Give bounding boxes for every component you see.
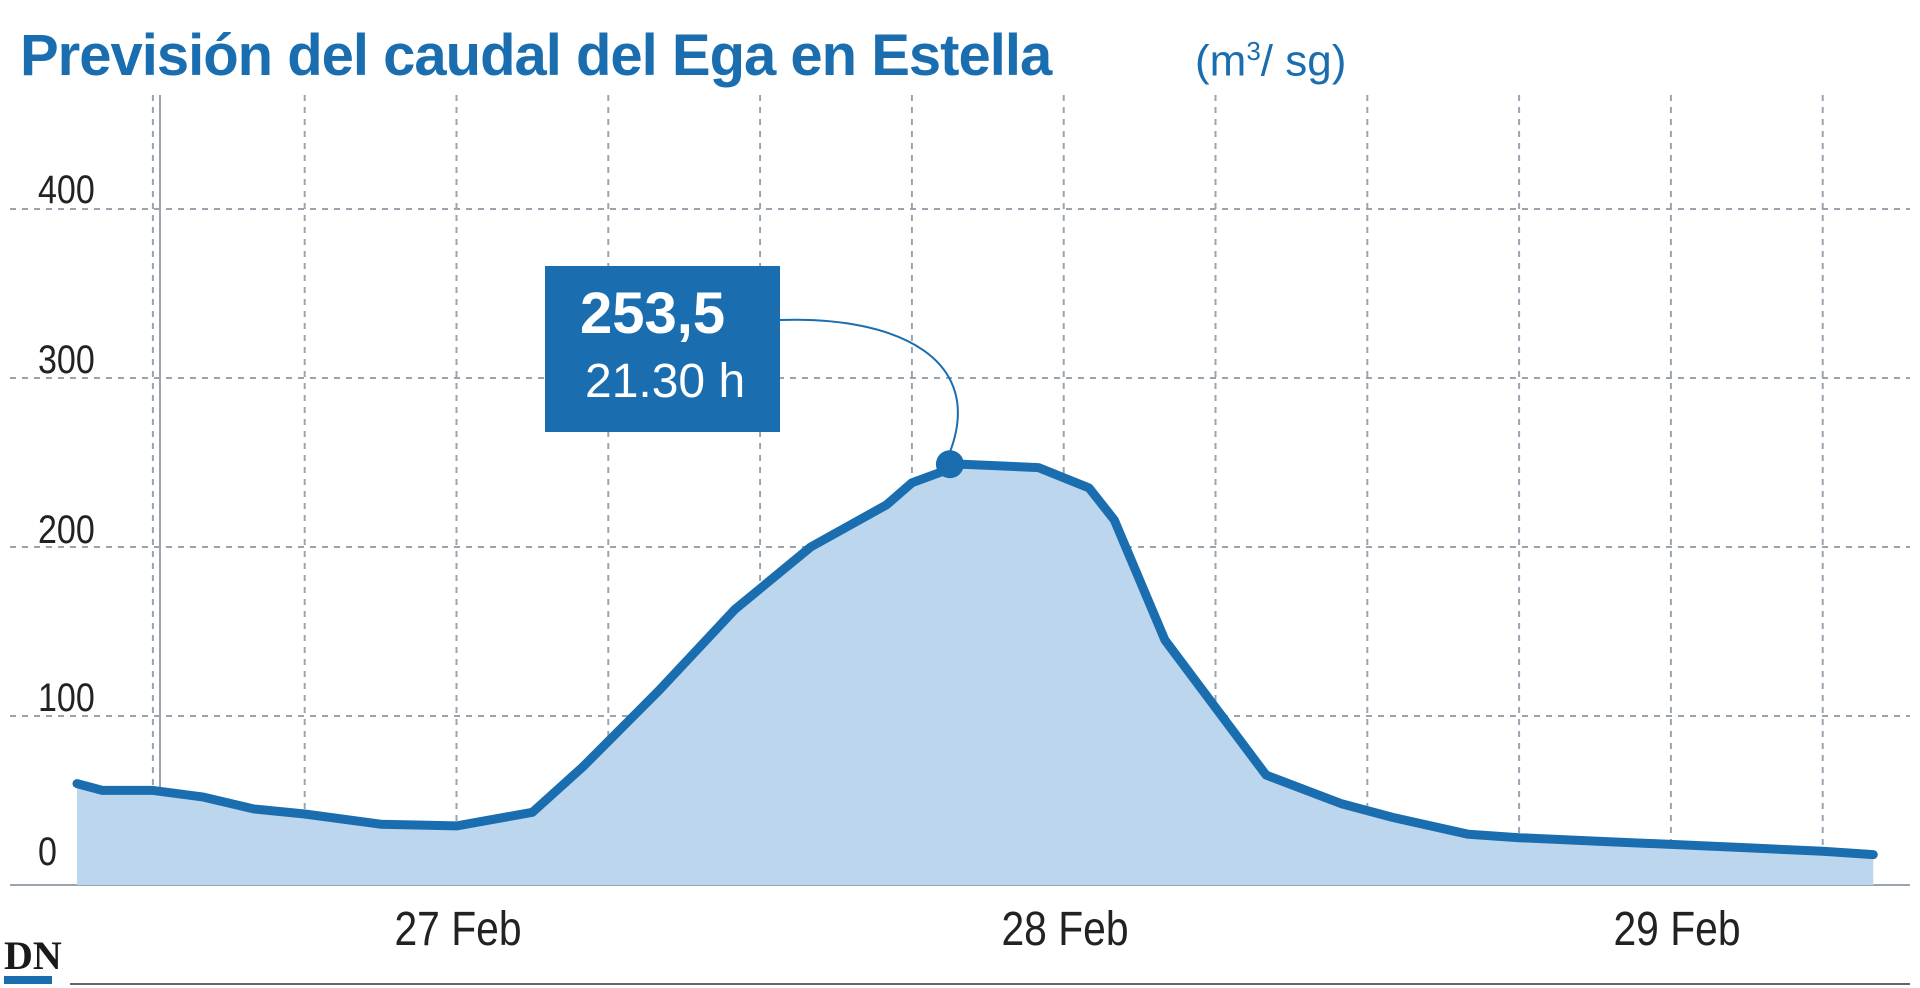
peak-time: 21.30 h bbox=[585, 355, 746, 408]
chart-title: Previsión del caudal del Ega en Estella bbox=[20, 23, 1052, 88]
x-tick-label: 27 Feb bbox=[394, 903, 522, 956]
bottom-rule bbox=[70, 983, 1910, 985]
unit-superscript: 3 bbox=[1246, 36, 1261, 66]
y-tick-label: 300 bbox=[38, 338, 95, 382]
callout-leader-line bbox=[779, 318, 959, 453]
flow-line bbox=[72, 459, 1878, 860]
unit-open: (m bbox=[1195, 36, 1247, 86]
flow-area bbox=[77, 464, 1874, 885]
unit-close: / sg) bbox=[1260, 36, 1347, 86]
peak-marker bbox=[935, 450, 964, 479]
y-tick-label: 400 bbox=[38, 168, 95, 212]
peak-value: 253,5 bbox=[580, 281, 726, 346]
y-tick-label: 100 bbox=[38, 676, 95, 720]
logo-underline bbox=[4, 976, 52, 984]
peak-callout: 253,5 21.30 h bbox=[545, 266, 780, 432]
unit-label: (m3/ sg) bbox=[1195, 36, 1346, 87]
x-tick-label: 29 Feb bbox=[1613, 903, 1741, 956]
y-tick-label: 0 bbox=[38, 830, 57, 874]
x-tick-label: 28 Feb bbox=[1001, 903, 1129, 956]
dn-logo: DN bbox=[4, 933, 62, 978]
y-tick-label: 200 bbox=[38, 508, 95, 552]
